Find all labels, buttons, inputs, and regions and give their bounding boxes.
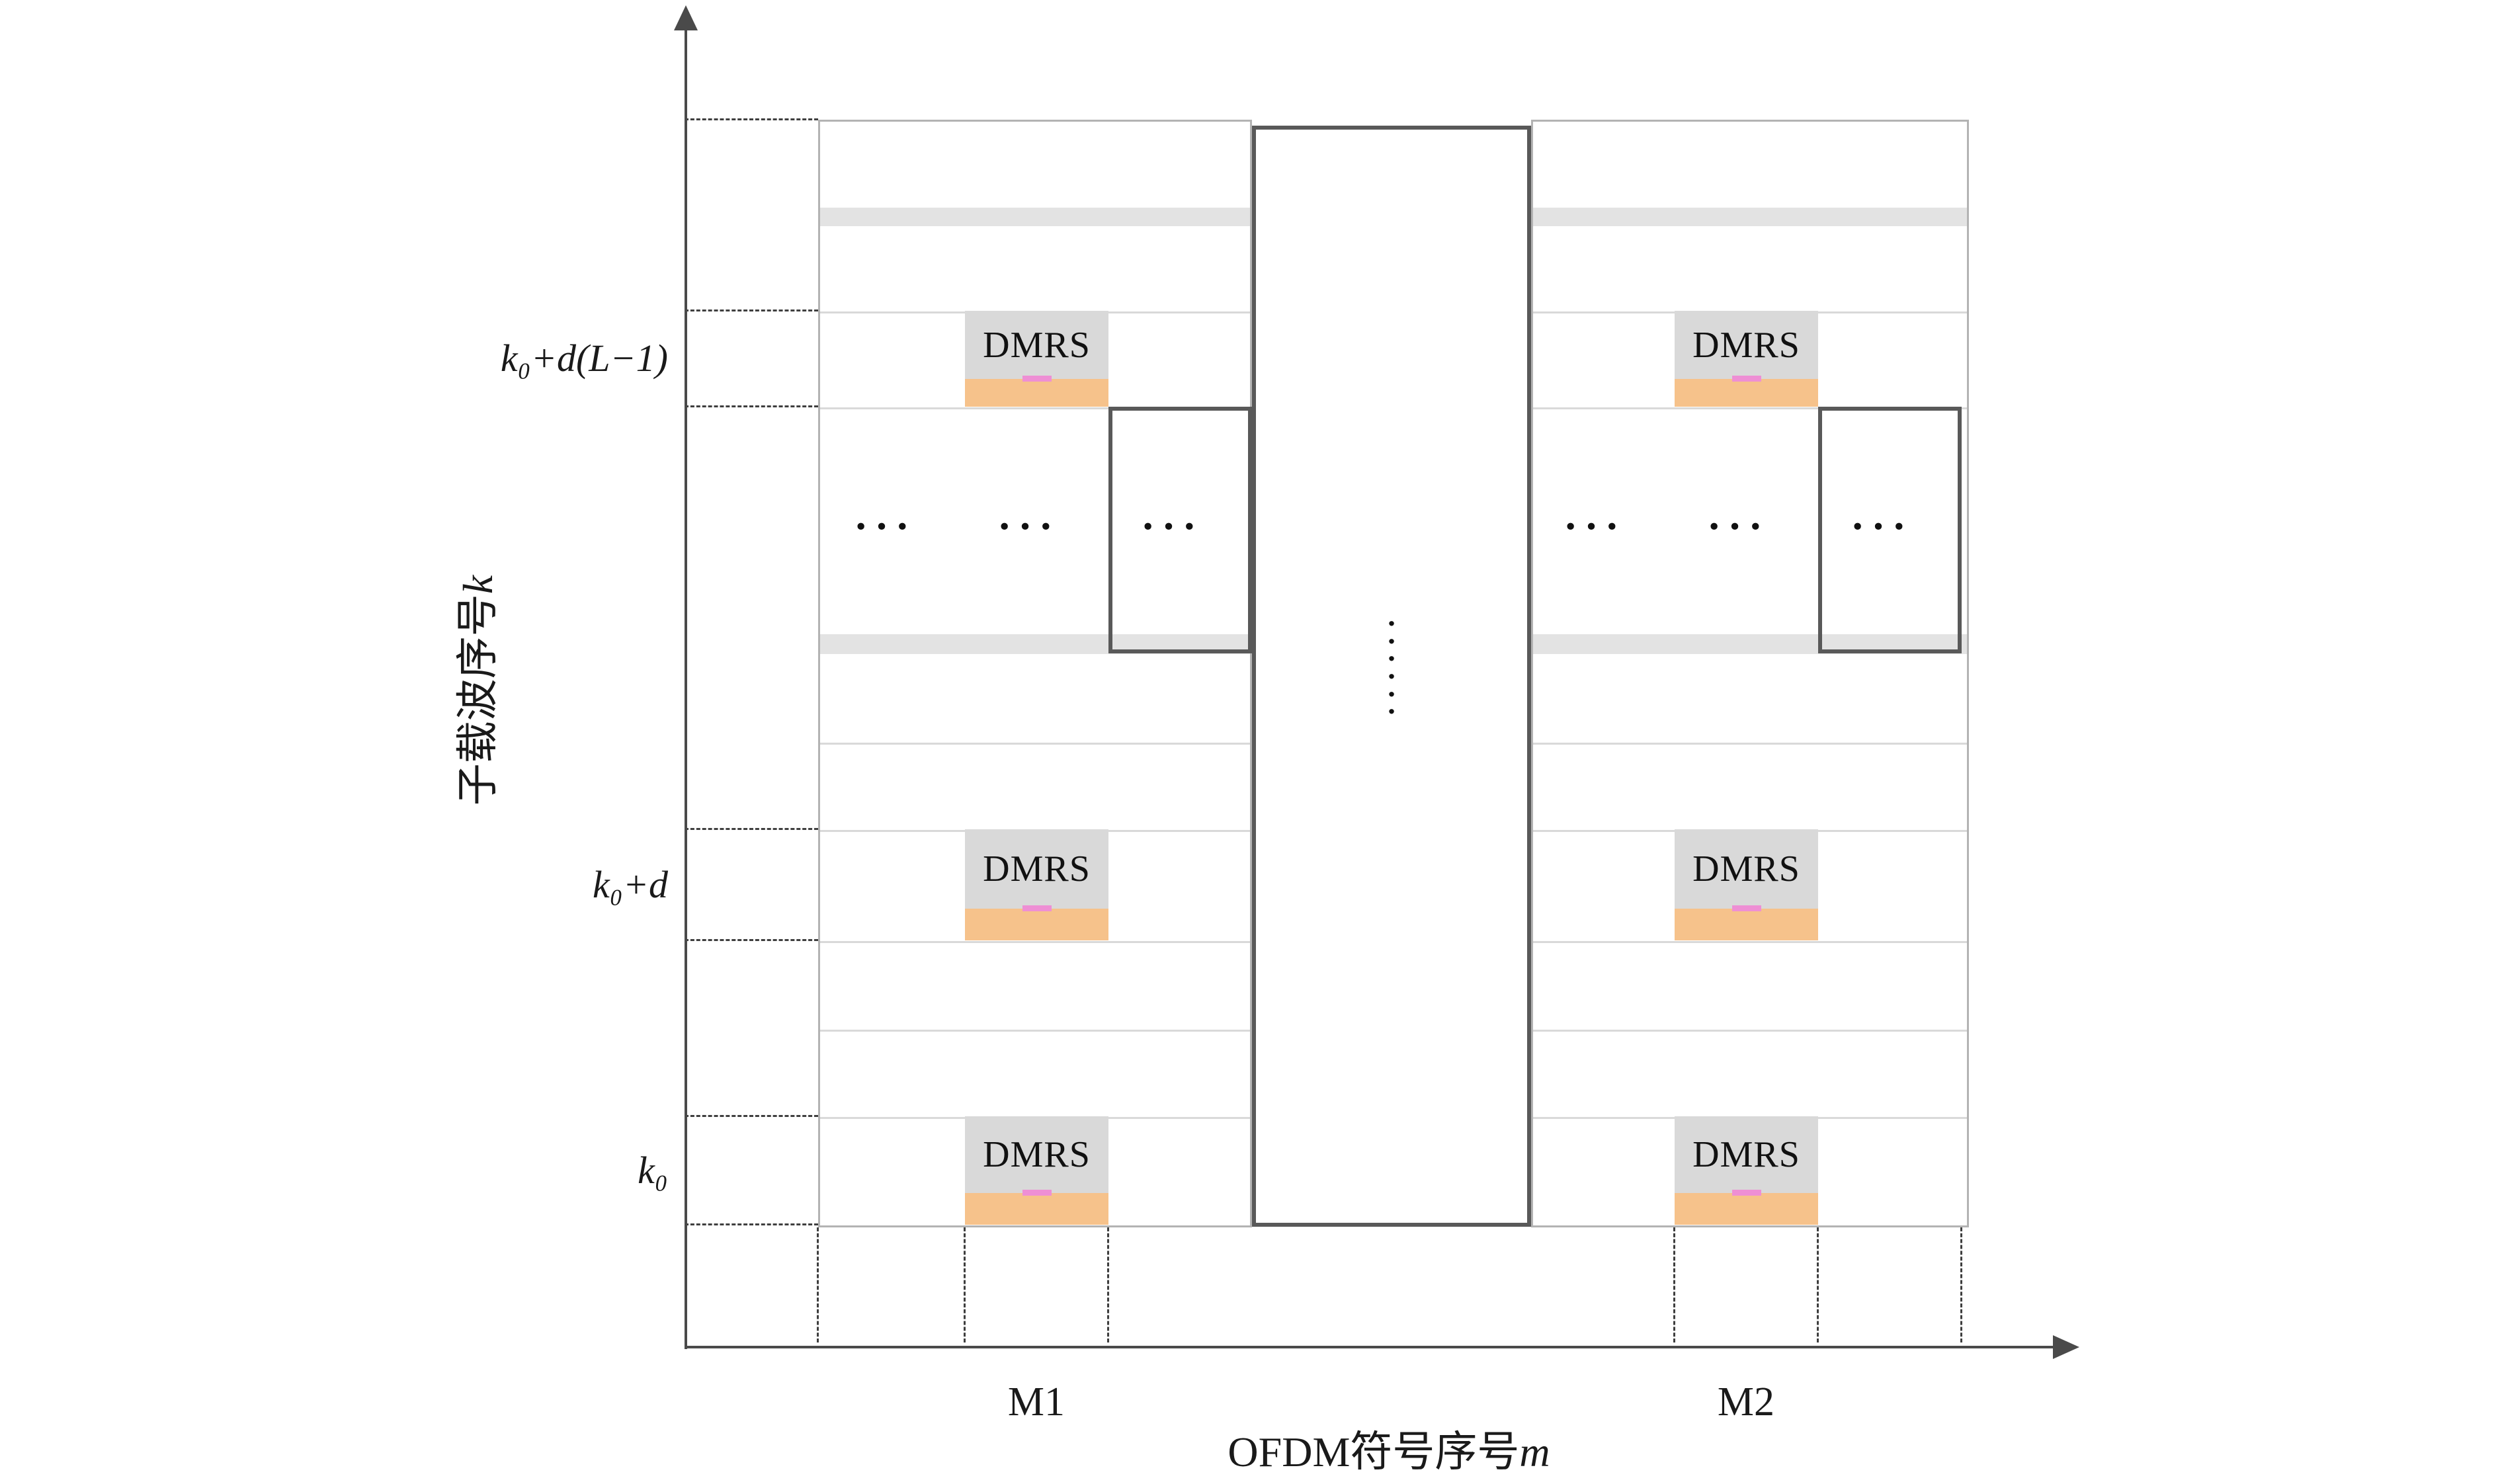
ytick-label-k0-d: k₀+d <box>592 863 668 906</box>
xtick-dashed-line <box>1817 1227 1819 1342</box>
dmrs-pink-mark <box>1731 376 1761 382</box>
xtick-dashed-line <box>964 1227 966 1342</box>
dmrs-orange-strip <box>965 376 1108 407</box>
ytick-dashed-line <box>685 118 818 120</box>
xtick-dashed-line <box>1107 1227 1109 1342</box>
dmrs-cell-body: DMRS <box>965 1116 1108 1193</box>
x-axis-arrow <box>2053 1335 2079 1359</box>
grid-row-line <box>820 407 1250 409</box>
dmrs-cell: DMRS <box>1675 1116 1818 1225</box>
dmrs-cell: DMRS <box>965 311 1108 407</box>
dmrs-cell: DMRS <box>965 829 1108 940</box>
xtick-label-m2: M2 <box>1717 1380 1775 1424</box>
xtick-dashed-line <box>817 1227 819 1342</box>
dmrs-pink-mark <box>1731 1190 1761 1196</box>
y-axis-arrow <box>674 5 698 30</box>
resource-block-left <box>818 120 1252 1227</box>
dmrs-pink-mark <box>1022 376 1052 382</box>
grid-row-line <box>1533 407 1967 409</box>
y-axis-title: 子载波序号k <box>453 426 503 955</box>
ytick-dashed-line <box>685 309 818 311</box>
y-axis-title-variable: k <box>454 575 501 595</box>
dmrs-label: DMRS <box>1692 324 1800 366</box>
grid-row-band <box>820 208 1250 226</box>
dmrs-orange-strip <box>965 905 1108 940</box>
dmrs-pink-mark <box>1022 1190 1052 1196</box>
omitted-region-column <box>1252 126 1531 1227</box>
horizontal-ellipsis: ··· <box>1563 503 1626 550</box>
grid-row-band <box>1533 208 1967 226</box>
horizontal-ellipsis: ··· <box>1706 503 1770 550</box>
highlighted-symbol-rect-right <box>1818 407 1962 653</box>
xtick-dashed-line <box>1960 1227 1962 1342</box>
dmrs-orange-strip <box>1675 1190 1818 1225</box>
dmrs-label: DMRS <box>983 1134 1091 1175</box>
horizontal-ellipsis: ··· <box>997 503 1060 550</box>
dmrs-cell-body: DMRS <box>1675 1116 1818 1193</box>
dmrs-label: DMRS <box>983 324 1091 366</box>
dmrs-cell-body: DMRS <box>965 311 1108 379</box>
dmrs-label: DMRS <box>1692 848 1800 889</box>
grid-row-line <box>820 941 1250 943</box>
ytick-dashed-line <box>685 828 818 830</box>
dmrs-cell: DMRS <box>1675 311 1818 407</box>
dmrs-orange-strip <box>1675 376 1818 407</box>
horizontal-ellipsis: ··· <box>1850 503 1913 550</box>
grid-row-line <box>1533 743 1967 745</box>
dmrs-orange-strip <box>965 1190 1108 1225</box>
dmrs-pink-mark <box>1022 905 1052 911</box>
y-axis-line <box>685 26 687 1349</box>
ytick-dashed-line <box>685 939 818 941</box>
grid-row-line <box>820 1030 1250 1032</box>
xtick-label-m1: M1 <box>1007 1380 1065 1424</box>
dmrs-label: DMRS <box>983 848 1091 889</box>
x-axis-title-variable: m <box>1519 1428 1550 1475</box>
resource-block-right <box>1531 120 1969 1227</box>
dmrs-cell-body: DMRS <box>965 829 1108 909</box>
horizontal-ellipsis: ··· <box>853 503 917 550</box>
dmrs-cell-body: DMRS <box>1675 829 1818 909</box>
horizontal-ellipsis: ··· <box>1140 503 1204 550</box>
vertical-ellipsis: · · · · · · <box>1386 606 1397 729</box>
xtick-dashed-line <box>1673 1227 1675 1342</box>
ytick-label-k0: k₀ <box>638 1149 668 1192</box>
dmrs-cell-body: DMRS <box>1675 311 1818 379</box>
dmrs-pink-mark <box>1731 905 1761 911</box>
dmrs-cell: DMRS <box>1675 829 1818 940</box>
dmrs-label: DMRS <box>1692 1134 1800 1175</box>
ytick-dashed-line <box>685 1115 818 1117</box>
grid-row-line <box>1533 1030 1967 1032</box>
grid-row-line <box>1533 941 1967 943</box>
grid-row-line <box>820 743 1250 745</box>
x-axis-title: OFDM符号序号m <box>1058 1427 1720 1477</box>
dmrs-orange-strip <box>1675 905 1818 940</box>
dmrs-cell: DMRS <box>965 1116 1108 1225</box>
y-axis-title-text: 子载波序号 <box>454 594 501 806</box>
x-axis-line <box>685 1346 2057 1348</box>
highlighted-symbol-rect-left <box>1108 407 1252 653</box>
ytick-dashed-line <box>685 405 818 407</box>
ytick-label-k0-dL1: k₀+d(L−1) <box>500 337 668 380</box>
x-axis-title-text: OFDM符号序号 <box>1228 1428 1520 1475</box>
ytick-dashed-line <box>685 1223 818 1225</box>
